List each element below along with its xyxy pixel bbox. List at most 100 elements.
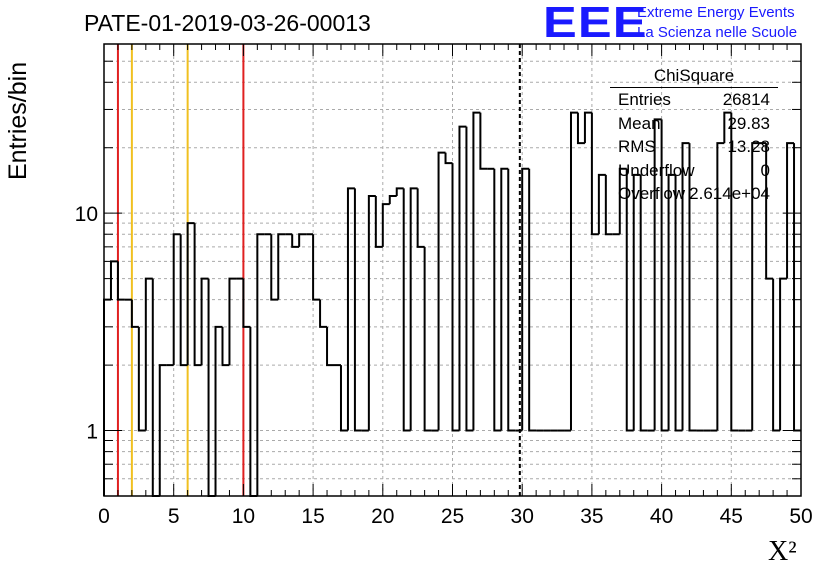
stats-row: RMS 13.28 (610, 135, 778, 159)
histogram-bin (423, 246, 432, 432)
histogram-bin (458, 125, 467, 431)
stats-row: Mean 29.83 (610, 112, 778, 136)
histogram-bin (326, 326, 335, 367)
histogram-bin (214, 325, 223, 496)
histogram-bin (772, 278, 781, 432)
axis-ticks: 0 5 10 15 20 25 30 35 40 45 50 1 10 (75, 44, 813, 528)
histogram-bin (472, 111, 481, 431)
histogram-bin (228, 277, 237, 366)
histogram-bin (298, 233, 307, 247)
histogram-bin (179, 234, 188, 367)
stats-box: ChiSquare Entries 26814 Mean 29.83 RMS 13.2… (610, 66, 778, 206)
stats-label: Mean (618, 113, 661, 133)
histogram-bin (793, 143, 801, 432)
y-axis-label: Entries/bin (4, 61, 32, 180)
histogram-bin (172, 233, 181, 366)
logo-line-2: La Scienza nelle Scuole (637, 24, 798, 41)
histogram-bin (569, 111, 578, 431)
histogram-bin (786, 142, 795, 279)
histogram-bin (207, 278, 216, 497)
histogram-bin (270, 234, 279, 301)
histogram-bin (151, 278, 160, 497)
stats-label: Overflow (618, 184, 686, 203)
histogram-bin (346, 187, 355, 431)
histogram-bin (116, 261, 125, 301)
stats-row: Overflow 2.614e+04 (610, 182, 778, 206)
stats-value: 2.614e+04 (689, 184, 770, 203)
histogram-bin (109, 260, 118, 300)
histogram-bin (653, 118, 662, 431)
x-tick-label: 40 (650, 505, 673, 528)
histogram-bin (291, 234, 300, 248)
histogram-bin (660, 119, 669, 432)
histogram-bin (444, 152, 453, 165)
histogram-bin (723, 111, 732, 144)
histogram-bin (465, 126, 474, 432)
histogram-bin (367, 194, 376, 431)
histogram-bin (409, 187, 418, 431)
histogram-bin (597, 173, 606, 235)
histogram-bin (576, 112, 585, 145)
histogram-bin (779, 277, 788, 431)
histogram-bin (583, 111, 592, 144)
y-tick-label: 1 (86, 421, 98, 444)
x-tick-label: 50 (789, 505, 812, 528)
histogram-bin (618, 167, 627, 235)
histogram-bin (667, 173, 676, 431)
stats-label: Underflow (618, 160, 695, 180)
histogram-bin (256, 233, 265, 496)
histogram-bin (402, 188, 411, 432)
histogram-bin (339, 365, 348, 432)
histogram-bin (716, 142, 725, 431)
histogram-bin (312, 234, 321, 301)
histogram-bin (681, 142, 690, 431)
x-tick-label: 5 (168, 505, 180, 528)
histogram-bin (200, 277, 209, 366)
histogram-bin (674, 174, 683, 432)
histogram-bin (639, 174, 648, 432)
histogram-bin (730, 112, 739, 432)
histogram-bin (765, 143, 774, 280)
histogram-bin (353, 188, 362, 432)
histogram-bin (388, 194, 397, 205)
stats-row: Underflow 0 (610, 159, 778, 183)
histogram-bin (186, 222, 195, 366)
histogram-bin (632, 173, 641, 431)
stats-value: 26814 (722, 90, 770, 109)
histogram-bin (688, 143, 697, 432)
histogram-bin (493, 168, 502, 432)
x-tick-label: 35 (580, 505, 603, 528)
histogram-bin (416, 188, 425, 248)
histogram-bin (249, 326, 258, 497)
stats-row: Entries 26814 (610, 88, 778, 112)
x-tick-label: 30 (511, 505, 534, 528)
histogram-bin (277, 233, 286, 300)
stats-label: Entries (618, 90, 671, 109)
histogram-bin (500, 167, 509, 431)
histogram-bin (130, 299, 139, 328)
eee-logo: EEE (543, 0, 648, 47)
x-tick-label: 45 (720, 505, 743, 528)
histogram-bin (437, 151, 446, 431)
histogram-bin (590, 112, 599, 236)
histogram-bin (193, 223, 202, 367)
histogram-bin (451, 163, 460, 432)
histogram-bin (144, 277, 153, 431)
histogram-bin (625, 168, 634, 432)
x-tick-label: 15 (301, 505, 324, 528)
x-tick-label: 10 (232, 505, 255, 528)
x-tick-label: 25 (441, 505, 464, 528)
histogram-bin (528, 168, 537, 432)
histogram-bin (242, 278, 251, 328)
histogram-bin (137, 326, 146, 432)
stats-value: 13.28 (727, 137, 770, 156)
histogram-bin (221, 326, 230, 367)
x-axis-label: X² (768, 536, 797, 567)
chart-title: PATE-01-2019-03-26-00013 (84, 10, 371, 36)
logo-line-1: Extreme Energy Events (637, 4, 795, 21)
stats-label: RMS (618, 137, 656, 156)
histogram-bin (395, 187, 404, 196)
x-tick-label: 20 (371, 505, 394, 528)
histogram-bin (604, 174, 613, 236)
